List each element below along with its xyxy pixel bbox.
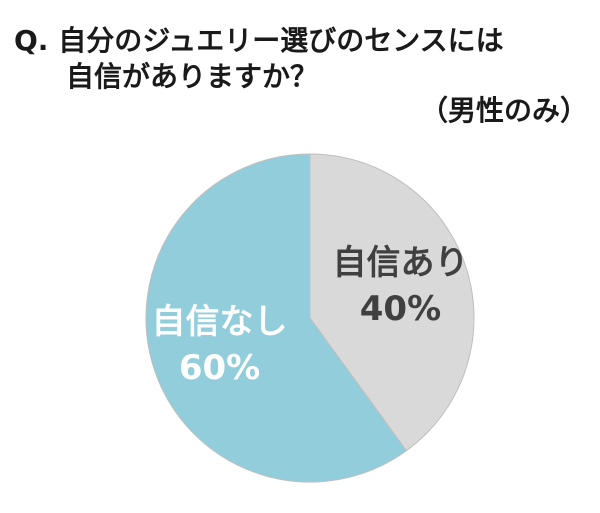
slice-label: 自信あり (332, 243, 468, 283)
slice-label: 自信なし (152, 302, 288, 342)
pie-slice (145, 153, 408, 483)
pie-slice (309, 153, 475, 452)
chart-title: 自信がありますか？ (66, 60, 318, 93)
chart-title: Q. 自分のジュエリー選びのセンスには (14, 24, 504, 57)
value-label: 60% (179, 348, 260, 388)
chart-subtitle: （男性のみ） (420, 94, 588, 127)
value-label: 40% (360, 289, 441, 329)
